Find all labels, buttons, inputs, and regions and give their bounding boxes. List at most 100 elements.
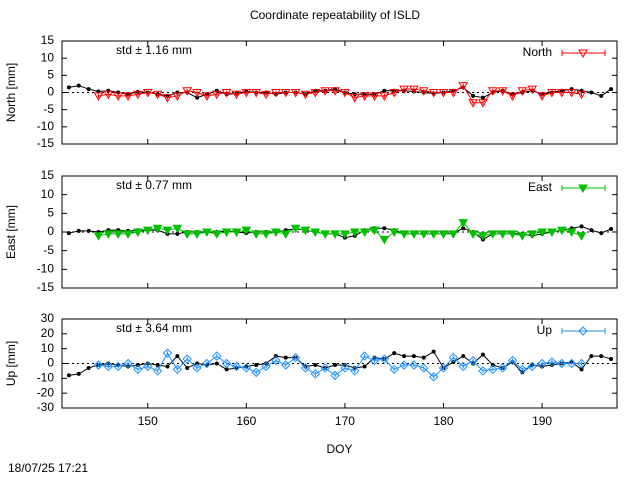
point <box>221 358 232 369</box>
point <box>411 354 416 359</box>
point <box>372 355 377 360</box>
x-axis-label: DOY <box>326 442 352 456</box>
point <box>224 367 229 372</box>
point <box>468 355 478 366</box>
annotation: std ± 1.16 mm <box>116 43 192 57</box>
point <box>333 362 338 367</box>
point <box>182 230 193 239</box>
point <box>251 230 262 239</box>
point <box>517 87 528 96</box>
point <box>86 228 91 233</box>
point <box>480 352 485 357</box>
point <box>359 351 370 361</box>
point <box>310 369 321 379</box>
point <box>103 230 114 239</box>
point <box>202 358 212 369</box>
point <box>458 219 469 228</box>
point <box>283 355 288 360</box>
point <box>609 87 614 92</box>
point <box>389 89 400 98</box>
point <box>547 228 557 238</box>
point <box>211 90 222 100</box>
point <box>254 362 259 367</box>
point <box>261 230 271 239</box>
y-tick-label: 0 <box>47 85 54 99</box>
point <box>113 361 123 372</box>
point <box>409 85 419 95</box>
point <box>212 351 222 361</box>
point <box>264 361 269 366</box>
point <box>517 364 528 375</box>
point <box>76 371 81 376</box>
point <box>155 362 160 367</box>
point <box>448 230 459 239</box>
y-tick-label: -10 <box>37 119 55 133</box>
point <box>556 226 567 236</box>
point <box>86 87 91 92</box>
y-tick-label: 10 <box>41 341 55 355</box>
point <box>123 230 133 239</box>
point <box>300 226 311 236</box>
point <box>520 370 525 375</box>
point <box>261 90 271 100</box>
point <box>409 230 419 239</box>
point <box>202 92 212 101</box>
point <box>231 90 242 100</box>
point <box>458 361 468 372</box>
point <box>214 361 219 366</box>
point <box>76 228 81 233</box>
point <box>280 230 291 239</box>
point <box>93 232 104 241</box>
point <box>369 355 380 366</box>
point <box>487 230 498 239</box>
point <box>172 224 183 234</box>
point <box>392 351 397 356</box>
series-line <box>98 84 582 104</box>
point <box>579 224 584 229</box>
point <box>192 89 202 98</box>
point <box>133 90 143 100</box>
chart-title: Coordinate repeatability of ISLD <box>250 8 420 22</box>
point <box>478 232 488 241</box>
point <box>549 362 554 367</box>
y-tick-label: 10 <box>41 50 55 64</box>
point <box>458 82 469 91</box>
point <box>566 89 577 98</box>
point <box>418 230 429 239</box>
point <box>290 224 301 234</box>
point <box>192 363 202 373</box>
x-tick-label: 170 <box>335 414 355 428</box>
point <box>599 354 604 359</box>
point <box>142 89 153 98</box>
point <box>290 89 301 98</box>
point <box>547 89 557 98</box>
point <box>320 87 331 96</box>
point <box>349 228 360 238</box>
point <box>471 361 476 366</box>
y-tick-label: 20 <box>41 326 55 340</box>
point <box>290 352 301 363</box>
point <box>182 354 192 364</box>
point <box>221 89 232 98</box>
point <box>165 364 170 369</box>
point <box>172 364 183 375</box>
point <box>362 364 367 369</box>
point <box>221 228 232 238</box>
point <box>468 230 478 239</box>
legend-marker <box>578 184 588 194</box>
legend-label: East <box>528 180 553 194</box>
point <box>540 364 545 369</box>
point <box>93 92 104 101</box>
x-tick-label: 150 <box>138 414 158 428</box>
point <box>527 230 538 239</box>
point <box>340 363 350 373</box>
x-tick-label: 160 <box>236 414 256 428</box>
point <box>162 94 173 103</box>
point <box>330 230 340 239</box>
point <box>175 354 180 359</box>
point <box>527 361 537 372</box>
point <box>350 366 360 376</box>
y-tick-label: -15 <box>37 280 55 294</box>
point <box>418 87 429 96</box>
